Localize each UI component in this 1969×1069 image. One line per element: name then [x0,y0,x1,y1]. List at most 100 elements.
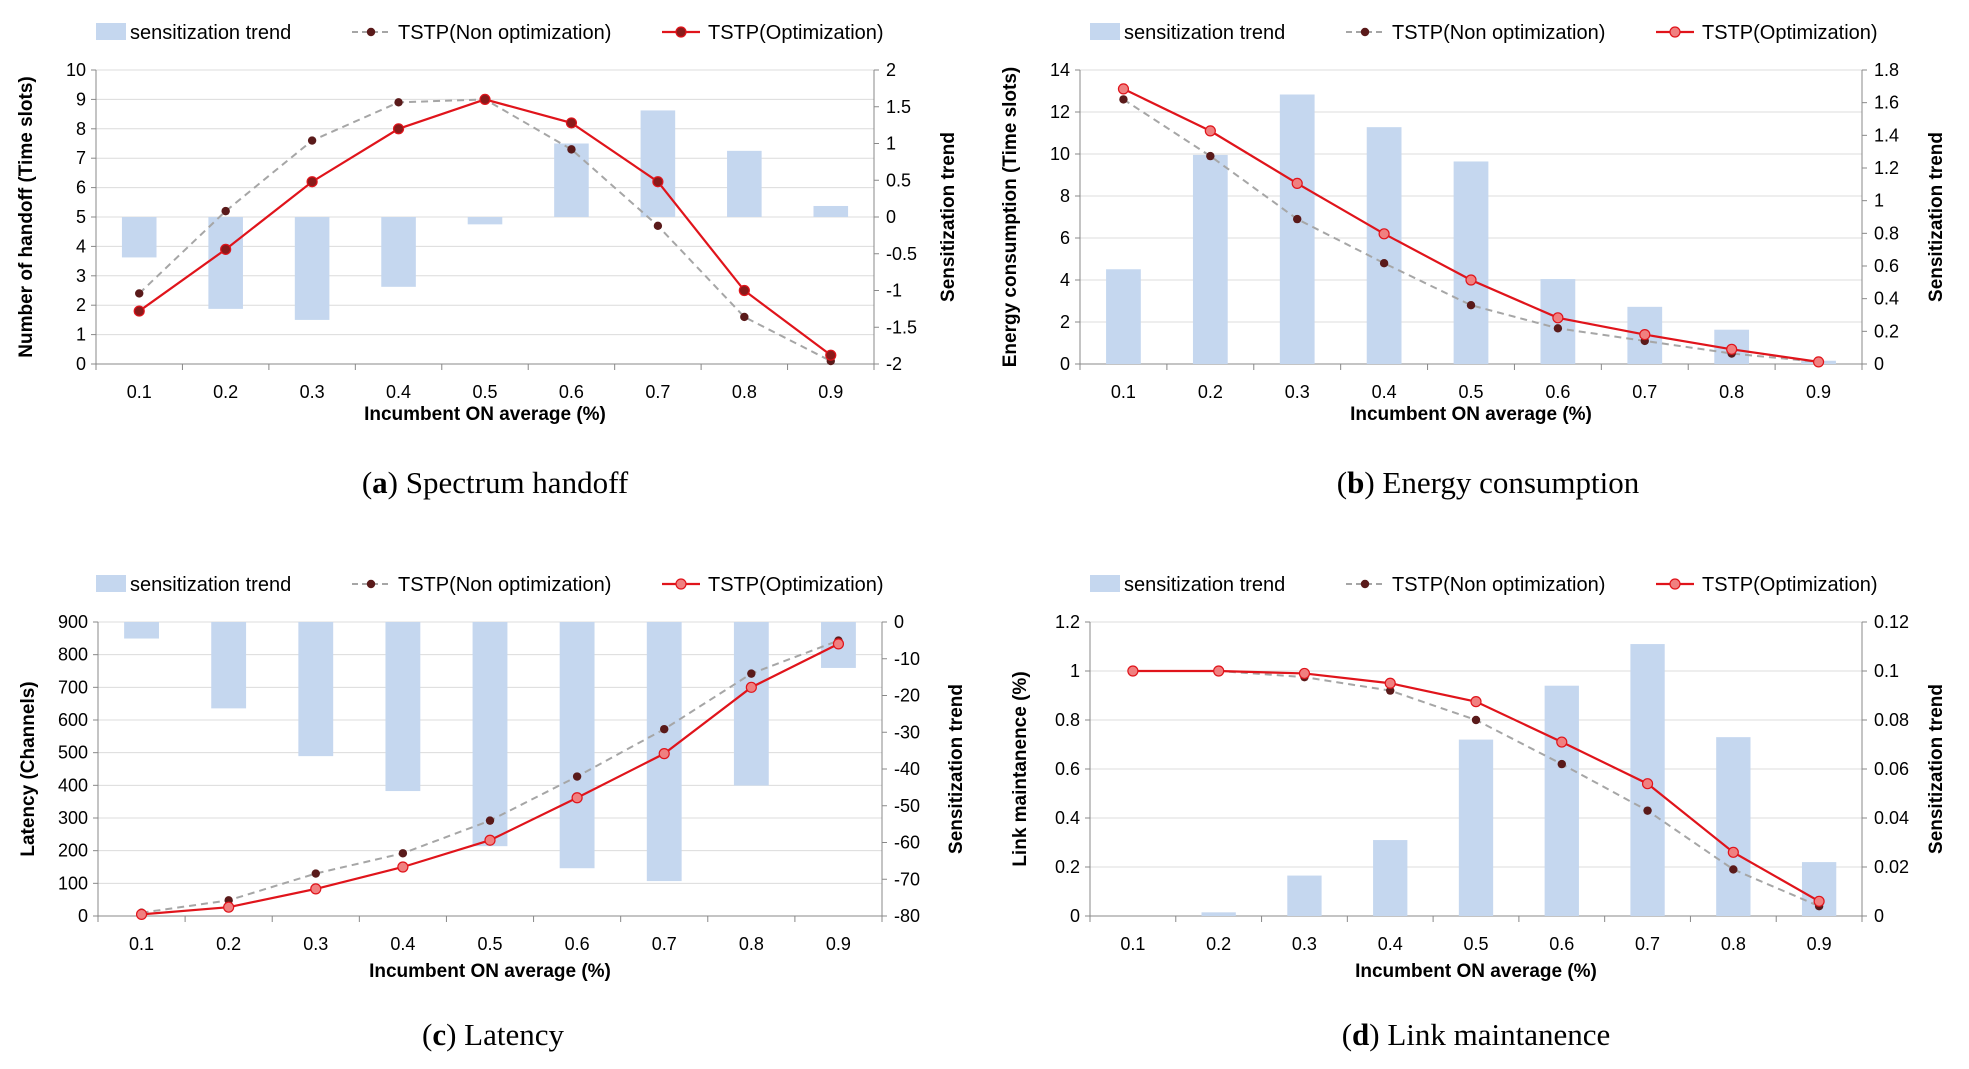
caption-letter: b [1347,465,1364,500]
point-optimization [1641,778,1654,790]
point-optimization [397,861,409,873]
y2-tick-label: -10 [894,649,920,669]
sensitization-bar [1716,737,1751,916]
point-non-optimization [1553,324,1563,333]
x-tick-label: 0.8 [1719,382,1744,402]
y-axis-title: Link maintanence (%) [1010,671,1031,866]
y2-tick-label: 1.2 [1874,158,1899,178]
caption-title: Energy consumption [1382,465,1639,500]
sensitization-bar [385,622,421,792]
y2-tick-label: 1.6 [1874,93,1899,113]
legend-bar-label: sensitization trend [130,574,291,596]
legend-solid-marker [1669,26,1681,38]
series-line-optimization [138,98,832,357]
x-tick-label: 0.9 [1807,934,1832,954]
point-optimization [738,284,750,297]
legend-solid-marker [1669,578,1681,590]
x-tick-label: 0.1 [127,382,152,402]
x-axis-title: Incumbent ON average (%) [369,961,611,982]
y2-tick-label: -40 [894,759,920,779]
caption-close-paren: ) [388,465,406,500]
x-tick-label: 0.5 [477,934,502,954]
legend-solid-label: TSTP(Optimization) [708,574,884,596]
point-optimization [1813,895,1825,907]
sensitization-bar [381,217,416,287]
point-non-optimization [1386,686,1395,695]
y2-tick-label: 0.06 [1874,759,1909,779]
y2-tick-label: 0.02 [1874,857,1909,877]
point-optimization [306,176,318,188]
subfigure-caption: (a) Spectrum handoff [362,465,629,500]
x-tick-label: 0.7 [1635,934,1660,954]
point-optimization [1291,177,1303,189]
point-optimization [652,176,664,188]
x-tick-label: 0.8 [732,382,757,402]
point-optimization [1552,312,1564,324]
point-optimization [223,901,235,913]
sensitization-bar [294,217,330,320]
x-tick-label: 0.9 [1806,382,1831,402]
point-non-optimization [1119,95,1128,104]
x-tick-label: 0.2 [216,934,241,954]
y2-tick-label: -30 [894,722,920,742]
y2-tick-label: -80 [894,906,920,926]
point-non-optimization [1293,214,1302,224]
y2-tick-label: 1.8 [1874,60,1899,80]
y-tick-label: 1 [76,325,86,345]
x-tick-label: 0.9 [826,934,851,954]
y2-tick-label: 0.4 [1874,289,1899,309]
sensitization-bar [1201,912,1236,916]
sensitization-bar [472,622,508,847]
y-tick-label: 4 [1060,270,1070,290]
y-tick-label: 300 [58,808,88,828]
point-optimization [479,93,491,106]
x-axis-title: Incumbent ON average (%) [1350,404,1592,425]
x-tick-label: 0.3 [300,382,325,402]
point-optimization [571,792,583,804]
y2-axis-title: Sensitization trend [1926,132,1947,302]
point-optimization [745,681,757,693]
legend-dashed-label: TSTP(Non optimization) [1392,22,1605,44]
x-tick-label: 0.7 [1632,382,1657,402]
caption-open-paren: ( [422,1017,432,1052]
x-tick-label: 0.4 [1378,934,1403,954]
y-tick-label: 500 [58,743,88,763]
sensitization-bar [1373,840,1408,916]
y2-tick-label: 0.08 [1874,710,1909,730]
point-non-optimization [307,136,317,145]
x-tick-label: 0.2 [1206,934,1231,954]
sensitization-bar [1287,875,1322,916]
chart-panel-a: 0 1 2 3 4 5 6 7 8 9 10 -2 -1.5 -1 -0.5 0 0.5 1 1.5 2 0.1 0.2 0… [16,22,959,500]
y2-tick-label: 0.04 [1874,808,1909,828]
x-tick-label: 0.8 [1721,934,1746,954]
y2-tick-label: 1.4 [1874,125,1899,145]
y-tick-label: 7 [76,148,86,168]
point-optimization [658,748,670,760]
y-tick-label: 4 [76,236,86,256]
y2-tick-label: 2 [886,60,896,80]
point-optimization [1384,677,1396,689]
x-axis-title: Incumbent ON average (%) [364,404,606,425]
point-optimization [1127,665,1139,677]
y2-tick-label: 0.6 [1874,256,1899,276]
legend-bar-swatch [1090,575,1120,592]
x-tick-label: 0.5 [1463,934,1488,954]
y-tick-label: 0.8 [1055,710,1080,730]
series-line-non-optimization [1122,98,1819,363]
sensitization-bar [1279,94,1315,364]
legend-solid-label: TSTP(Optimization) [708,22,884,44]
x-tick-label: 0.6 [1549,934,1574,954]
legend-bar-swatch [96,575,126,592]
point-optimization [1726,343,1738,355]
point-optimization [133,305,145,317]
x-tick-label: 0.2 [213,382,238,402]
point-non-optimization [1379,259,1389,268]
y-tick-label: 0.6 [1055,759,1080,779]
point-non-optimization [747,669,756,678]
point-non-optimization [1471,715,1481,725]
y-tick-label: 400 [58,775,88,795]
sensitization-bar [640,110,676,217]
legend-solid-marker [675,26,687,38]
sensitization-bar [298,622,334,757]
y2-tick-label: 0 [1874,354,1884,374]
